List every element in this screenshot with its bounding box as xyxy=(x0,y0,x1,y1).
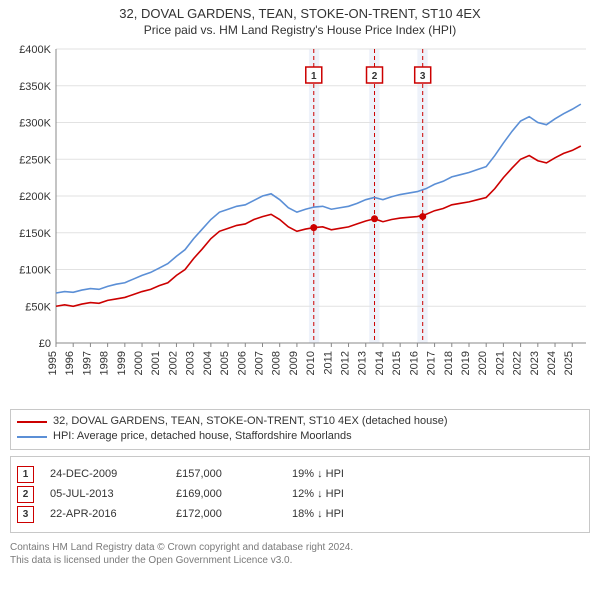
svg-text:2013: 2013 xyxy=(357,351,369,375)
svg-text:£250K: £250K xyxy=(19,154,51,166)
chart-plot: £0 £50K £100K £150K £200K £250K £300K £350K £400… xyxy=(10,43,590,403)
svg-text:2012: 2012 xyxy=(340,351,352,375)
svg-text:£350K: £350K xyxy=(19,81,51,93)
svg-text:2008: 2008 xyxy=(271,351,283,375)
event-number-badge: 2 xyxy=(17,486,34,503)
svg-text:1996: 1996 xyxy=(64,351,76,375)
svg-text:1: 1 xyxy=(311,71,317,82)
svg-text:2011: 2011 xyxy=(322,351,334,375)
svg-text:2023: 2023 xyxy=(529,351,541,375)
event-price: £169,000 xyxy=(176,488,276,500)
event-row: 2 05-JUL-2013 £169,000 12% ↓ HPI xyxy=(17,486,583,503)
svg-text:£50K: £50K xyxy=(25,301,51,313)
svg-text:2010: 2010 xyxy=(305,351,317,375)
event-price: £172,000 xyxy=(176,508,276,520)
svg-text:2014: 2014 xyxy=(374,351,386,375)
legend-label: 32, DOVAL GARDENS, TEAN, STOKE-ON-TRENT,… xyxy=(53,414,448,429)
event-delta: 18% ↓ HPI xyxy=(292,508,344,520)
svg-text:2019: 2019 xyxy=(460,351,472,375)
event-date: 24-DEC-2009 xyxy=(50,468,160,480)
svg-text:£300K: £300K xyxy=(19,117,51,129)
svg-text:2022: 2022 xyxy=(512,351,524,375)
svg-text:2006: 2006 xyxy=(236,351,248,375)
svg-text:2025: 2025 xyxy=(563,351,575,375)
svg-text:£150K: £150K xyxy=(19,228,51,240)
legend-swatch xyxy=(17,421,47,423)
svg-text:1995: 1995 xyxy=(47,351,59,375)
svg-text:3: 3 xyxy=(420,71,426,82)
price-events-table: 1 24-DEC-2009 £157,000 19% ↓ HPI 2 05-JUL-201… xyxy=(10,456,590,533)
chart-title-line1: 32, DOVAL GARDENS, TEAN, STOKE-ON-TRENT,… xyxy=(0,0,600,23)
svg-text:£0: £0 xyxy=(39,338,51,350)
chart-title-line2: Price paid vs. HM Land Registry's House … xyxy=(0,23,600,39)
event-number-badge: 3 xyxy=(17,506,34,523)
event-price: £157,000 xyxy=(176,468,276,480)
legend-label: HPI: Average price, detached house, Staf… xyxy=(53,429,352,444)
chart-legend: 32, DOVAL GARDENS, TEAN, STOKE-ON-TRENT,… xyxy=(10,409,590,450)
svg-text:2020: 2020 xyxy=(477,351,489,375)
legend-item: 32, DOVAL GARDENS, TEAN, STOKE-ON-TRENT,… xyxy=(17,414,583,429)
svg-text:2004: 2004 xyxy=(202,351,214,375)
event-row: 3 22-APR-2016 £172,000 18% ↓ HPI xyxy=(17,506,583,523)
svg-text:2003: 2003 xyxy=(185,351,197,375)
event-number-badge: 1 xyxy=(17,466,34,483)
chart-container: 32, DOVAL GARDENS, TEAN, STOKE-ON-TRENT,… xyxy=(0,0,600,590)
svg-text:2007: 2007 xyxy=(253,351,265,375)
event-delta: 19% ↓ HPI xyxy=(292,468,344,480)
svg-text:1997: 1997 xyxy=(81,351,93,375)
event-row: 1 24-DEC-2009 £157,000 19% ↓ HPI xyxy=(17,466,583,483)
svg-text:2017: 2017 xyxy=(426,351,438,375)
event-delta: 12% ↓ HPI xyxy=(292,488,344,500)
svg-text:2018: 2018 xyxy=(443,351,455,375)
line-chart-svg: £0 £50K £100K £150K £200K £250K £300K £350K £400… xyxy=(10,43,590,403)
legend-swatch xyxy=(17,436,47,438)
svg-text:2016: 2016 xyxy=(408,351,420,375)
svg-text:1998: 1998 xyxy=(99,351,111,375)
svg-text:2001: 2001 xyxy=(150,351,162,375)
footer-attribution: Contains HM Land Registry data © Crown c… xyxy=(10,541,590,567)
svg-text:2021: 2021 xyxy=(494,351,506,375)
event-date: 22-APR-2016 xyxy=(50,508,160,520)
svg-text:2015: 2015 xyxy=(391,351,403,375)
event-date: 05-JUL-2013 xyxy=(50,488,160,500)
svg-text:2: 2 xyxy=(372,71,378,82)
svg-text:2002: 2002 xyxy=(167,351,179,375)
svg-text:2024: 2024 xyxy=(546,351,558,375)
svg-text:2000: 2000 xyxy=(133,351,145,375)
svg-text:1999: 1999 xyxy=(116,351,128,375)
legend-item: HPI: Average price, detached house, Staf… xyxy=(17,429,583,444)
svg-text:2009: 2009 xyxy=(288,351,300,375)
footer-line-1: Contains HM Land Registry data © Crown c… xyxy=(10,541,590,554)
svg-text:£100K: £100K xyxy=(19,264,51,276)
footer-line-2: This data is licensed under the Open Gov… xyxy=(10,554,590,567)
svg-text:£200K: £200K xyxy=(19,191,51,203)
svg-text:£400K: £400K xyxy=(19,44,51,56)
svg-text:2005: 2005 xyxy=(219,351,231,375)
